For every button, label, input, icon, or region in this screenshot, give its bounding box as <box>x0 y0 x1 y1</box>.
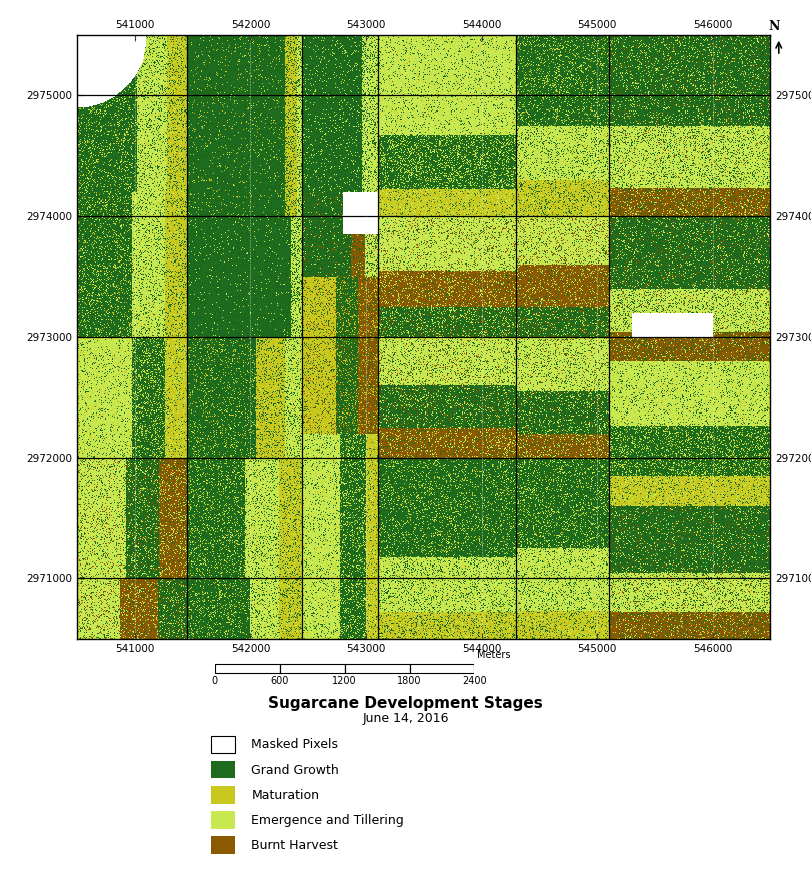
Bar <box>280 664 345 673</box>
Text: Masked Pixels: Masked Pixels <box>251 739 338 752</box>
Text: Meters: Meters <box>477 650 510 660</box>
Bar <box>215 664 280 673</box>
Text: Emergence and Tillering: Emergence and Tillering <box>251 814 404 827</box>
Text: 2400: 2400 <box>462 676 487 687</box>
FancyBboxPatch shape <box>211 786 235 804</box>
Text: 1200: 1200 <box>333 676 357 687</box>
Text: 1800: 1800 <box>397 676 422 687</box>
FancyBboxPatch shape <box>211 811 235 829</box>
Text: 600: 600 <box>271 676 289 687</box>
FancyBboxPatch shape <box>211 836 235 854</box>
Bar <box>345 664 410 673</box>
Text: N: N <box>769 20 780 33</box>
Text: 0: 0 <box>212 676 218 687</box>
Text: June 14, 2016: June 14, 2016 <box>363 713 448 725</box>
Text: Maturation: Maturation <box>251 789 320 802</box>
Bar <box>410 664 474 673</box>
Text: Burnt Harvest: Burnt Harvest <box>251 839 338 852</box>
Text: Sugarcane Development Stages: Sugarcane Development Stages <box>268 696 543 712</box>
Text: Grand Growth: Grand Growth <box>251 764 339 777</box>
FancyBboxPatch shape <box>211 735 235 753</box>
FancyBboxPatch shape <box>211 760 235 779</box>
